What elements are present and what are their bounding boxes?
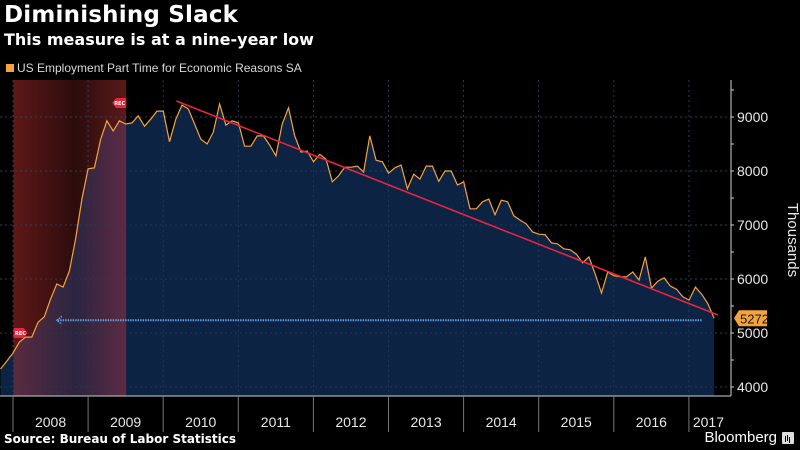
brand: Bloomberg [704,429,794,446]
trend-line [176,100,719,316]
chart-title: Diminishing Slack [4,2,239,28]
recession-end-marker [112,98,127,108]
series-area [0,104,715,396]
x-tick-label: 2009 [110,414,141,430]
y-tick-label: 5000 [737,325,768,341]
y-tick-label: 7000 [737,217,768,233]
annotation-arrow-head [55,315,63,325]
series-line [0,101,715,370]
x-tick-label: 2016 [636,414,667,430]
x-tick-label: 2008 [35,414,66,430]
legend: US Employment Part Time for Economic Rea… [6,61,302,75]
recession-start-marker [13,328,28,338]
brand-name: Bloomberg [704,429,777,446]
legend-label: US Employment Part Time for Economic Rea… [17,61,302,75]
y-tick-label: 6000 [737,271,768,287]
legend-swatch [6,64,14,72]
recession-start-marker-label: REC [15,331,26,337]
x-tick-label: 2017 [693,414,724,430]
x-tick-label: 2012 [335,414,366,430]
recession-end-marker-label: REC [114,101,125,107]
x-tick-label: 2015 [561,414,592,430]
x-tick-label: 2010 [185,414,216,430]
x-tick-label: 2014 [486,414,517,430]
y-tick-label: 4000 [737,379,768,395]
y-tick-label: 8000 [737,163,768,179]
x-tick-label: 2011 [261,414,291,430]
y-axis-title: Thousands [784,203,800,277]
source-note: Source: Bureau of Labor Statistics [4,432,237,446]
y-tick-label: 9000 [737,109,768,125]
chart-subtitle: This measure is at a nine-year low [4,30,314,49]
last-value-label: 5272 [740,311,769,326]
last-value-badge [734,310,767,327]
x-tick-label: 2013 [410,414,441,430]
bloomberg-logo-icon [782,431,794,444]
